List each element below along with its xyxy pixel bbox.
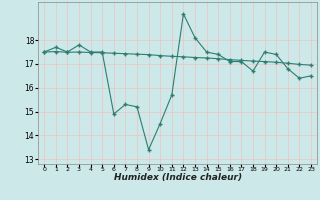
X-axis label: Humidex (Indice chaleur): Humidex (Indice chaleur) [114,173,242,182]
